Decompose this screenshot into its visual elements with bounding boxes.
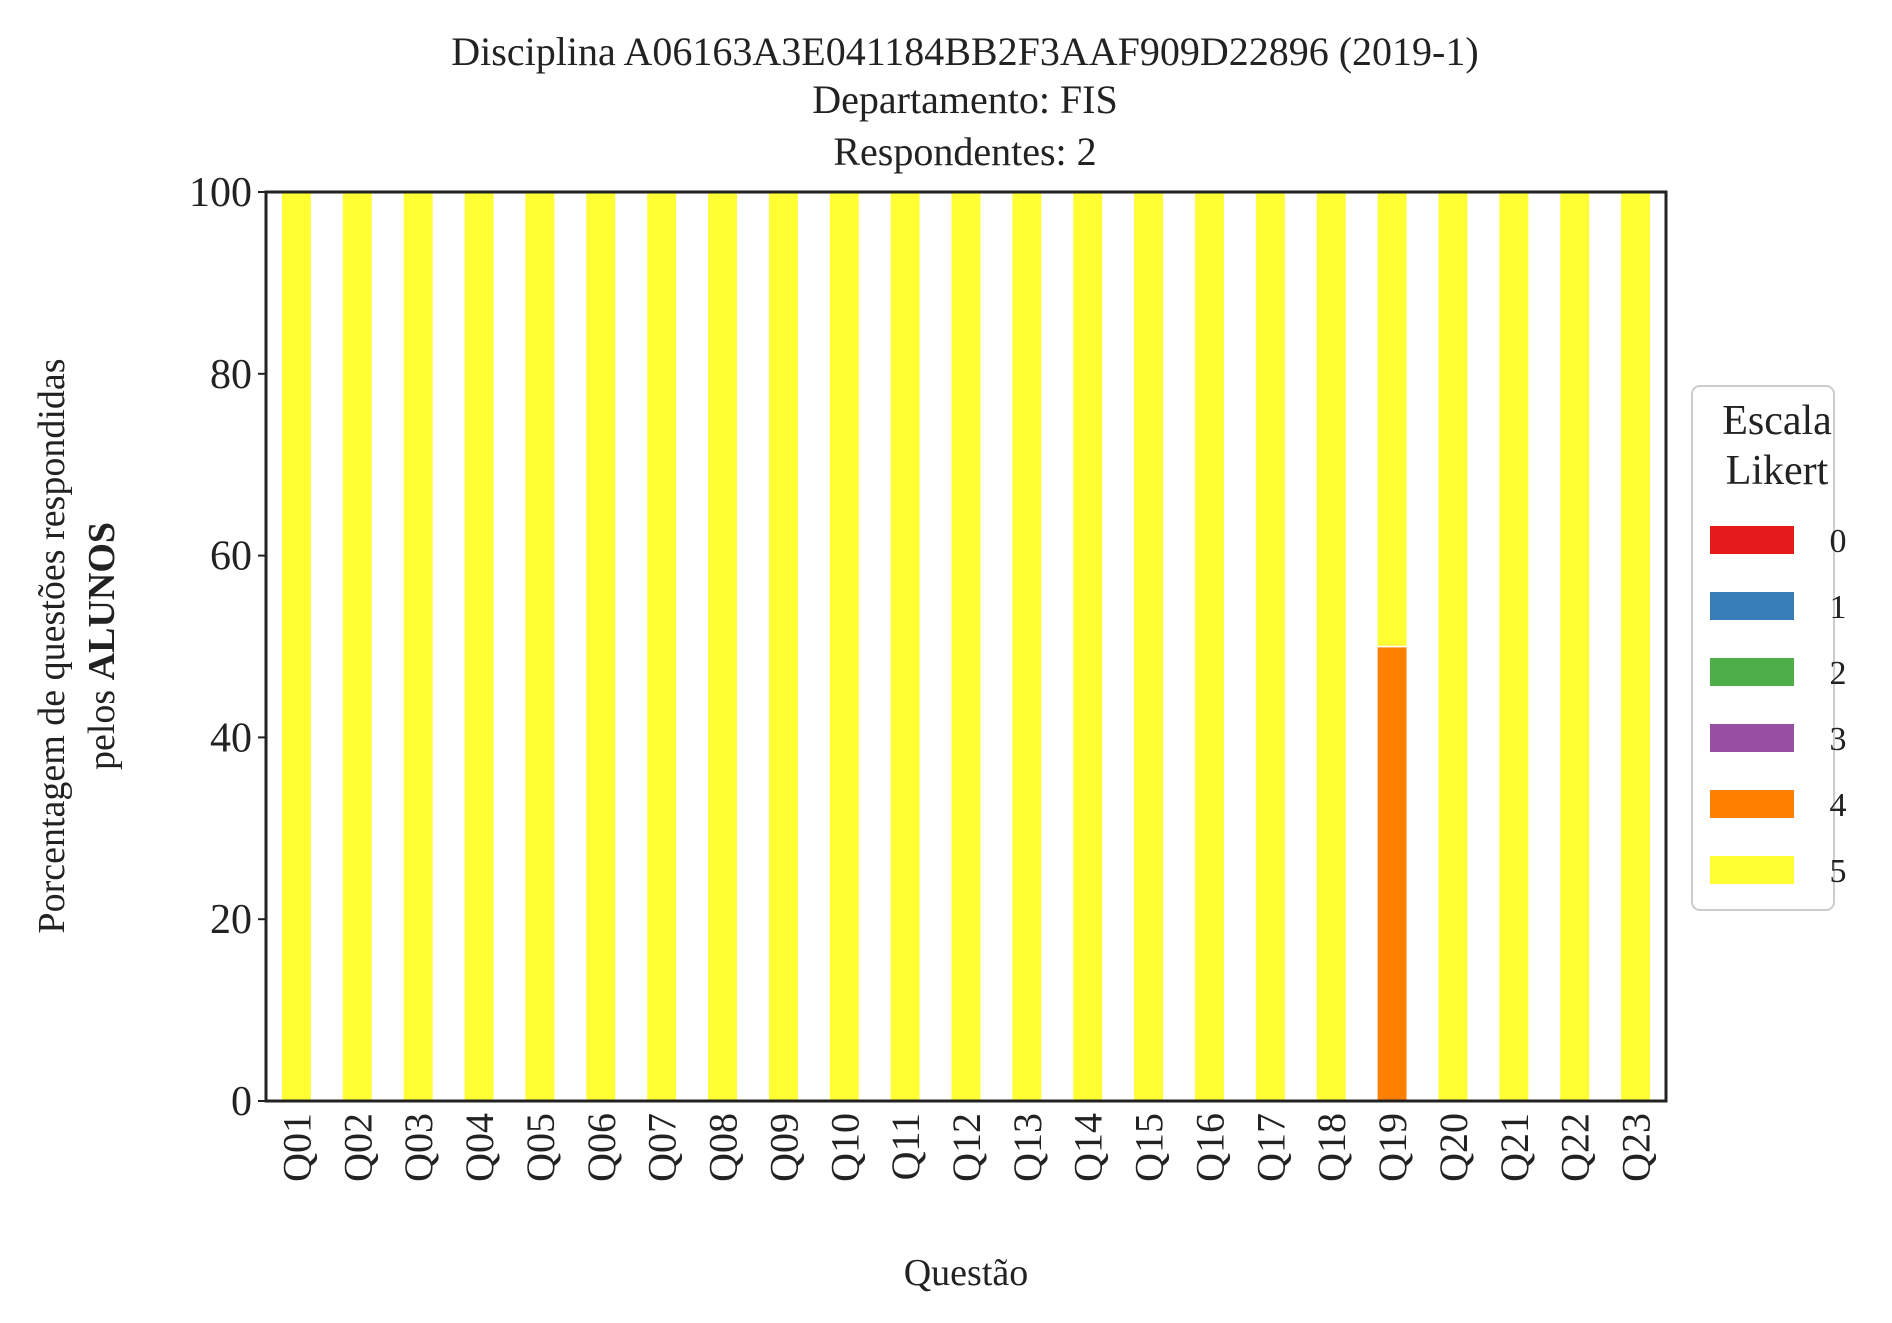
bar-q13-likert-5 xyxy=(1010,191,1043,1102)
legend-label-3: 3 xyxy=(1830,721,1847,758)
x-axis-title: Questão xyxy=(904,1252,1029,1294)
bar-q07-likert-5 xyxy=(645,191,678,1102)
chart-title-line-3: Respondentes: 2 xyxy=(833,129,1097,174)
x-tick-label-q07: Q07 xyxy=(640,1113,685,1182)
x-tick-label-q10: Q10 xyxy=(822,1113,867,1182)
bar-q23-likert-5 xyxy=(1619,191,1652,1102)
y-axis-ticks: 0 20 40 60 80 100 xyxy=(189,170,266,1125)
x-tick-label-q12: Q12 xyxy=(944,1113,989,1182)
bar-q22-likert-5 xyxy=(1558,191,1591,1102)
x-tick-label-q17: Q17 xyxy=(1248,1113,1293,1182)
legend-swatch-0 xyxy=(1710,526,1794,554)
legend-box xyxy=(1691,385,1835,911)
x-tick-label-q01: Q01 xyxy=(274,1113,319,1182)
bar-q12-likert-5 xyxy=(950,191,982,1102)
bars-group xyxy=(280,191,1652,1102)
x-tick-label-q22: Q22 xyxy=(1553,1113,1598,1182)
bar-q18-likert-5 xyxy=(1315,191,1348,1102)
x-tick-label-q15: Q15 xyxy=(1127,1113,1172,1182)
legend: Escala Likert 0 1 2 3 4 5 xyxy=(1691,385,1847,911)
legend-title-line-1: Escala xyxy=(1722,398,1832,444)
y-tick-label-20: 20 xyxy=(210,897,252,943)
x-tick-label-q09: Q09 xyxy=(761,1113,806,1182)
y-axis-title-line-1: Porcentagem de questões respondidas xyxy=(31,358,73,933)
y-tick-label-0: 0 xyxy=(231,1079,252,1125)
bar-q21-likert-5 xyxy=(1497,191,1530,1102)
x-tick-label-q11: Q11 xyxy=(883,1113,928,1180)
legend-swatch-3 xyxy=(1710,724,1794,752)
y-tick-label-80: 80 xyxy=(210,352,252,398)
bar-q15-likert-5 xyxy=(1132,191,1165,1102)
x-tick-label-q20: Q20 xyxy=(1431,1113,1476,1182)
bar-q14-likert-5 xyxy=(1071,191,1104,1102)
bar-q05-likert-5 xyxy=(523,191,556,1102)
x-tick-label-q06: Q06 xyxy=(579,1113,624,1182)
legend-items: 0 1 2 3 4 5 xyxy=(1710,523,1847,890)
bar-q11-likert-5 xyxy=(889,191,922,1102)
bar-q01-likert-5 xyxy=(280,191,313,1102)
y-axis-title-prefix: pelos xyxy=(81,680,123,770)
y-tick-label-60: 60 xyxy=(210,534,252,580)
x-tick-label-q03: Q03 xyxy=(396,1113,441,1182)
y-axis-title-bold: ALUNOS xyxy=(81,522,123,680)
legend-label-4: 4 xyxy=(1830,787,1847,824)
bar-q20-likert-5 xyxy=(1436,191,1469,1102)
legend-swatch-4 xyxy=(1710,790,1794,818)
x-tick-label-q05: Q05 xyxy=(518,1113,563,1182)
x-tick-label-q19: Q19 xyxy=(1370,1113,1415,1182)
bar-q19-likert-4 xyxy=(1376,645,1409,1102)
bar-q17-likert-5 xyxy=(1254,191,1287,1102)
bar-q09-likert-5 xyxy=(767,191,800,1102)
legend-label-0: 0 xyxy=(1830,523,1847,560)
y-axis-title: Porcentagem de questões respondidas pelo… xyxy=(31,358,123,933)
bar-q04-likert-5 xyxy=(463,191,496,1102)
legend-swatch-5 xyxy=(1710,856,1794,884)
x-tick-label-q18: Q18 xyxy=(1309,1113,1354,1182)
bar-q06-likert-5 xyxy=(584,191,617,1102)
x-tick-label-q02: Q02 xyxy=(335,1113,380,1182)
chart-title-line-2: Departamento: FIS xyxy=(812,77,1118,122)
x-tick-label-q21: Q21 xyxy=(1492,1113,1537,1182)
bar-q19-likert-5 xyxy=(1376,191,1409,648)
x-tick-label-q14: Q14 xyxy=(1066,1113,1111,1182)
x-tick-label-q13: Q13 xyxy=(1005,1113,1050,1182)
legend-label-5: 5 xyxy=(1830,853,1847,890)
y-axis-title-line-2: pelos ALUNOS xyxy=(81,522,123,770)
x-axis-ticks: Q01 Q02 Q03 Q04 Q05 Q06 Q07 Q08 Q09 Q10 Q11 Q12 Q13 Q… xyxy=(274,1113,1658,1182)
legend-label-2: 2 xyxy=(1830,655,1847,692)
bar-q16-likert-5 xyxy=(1193,191,1226,1102)
plot-frame xyxy=(264,190,1668,1103)
legend-swatch-1 xyxy=(1710,592,1794,620)
y-tick-label-40: 40 xyxy=(210,715,252,761)
x-tick-label-q23: Q23 xyxy=(1614,1113,1659,1182)
chart-title-line-1: Disciplina A06163A3E041184BB2F3AAF909D22… xyxy=(451,29,1479,74)
legend-title-line-2: Likert xyxy=(1726,448,1829,494)
legend-label-1: 1 xyxy=(1830,589,1847,626)
bar-q02-likert-5 xyxy=(341,191,374,1102)
bar-q03-likert-5 xyxy=(402,191,435,1102)
legend-swatch-2 xyxy=(1710,658,1794,686)
x-tick-label-q04: Q04 xyxy=(457,1113,502,1182)
y-tick-label-100: 100 xyxy=(189,170,252,216)
bar-q10-likert-5 xyxy=(828,191,861,1102)
bar-q08-likert-5 xyxy=(706,191,739,1102)
x-tick-label-q16: Q16 xyxy=(1187,1113,1232,1182)
x-tick-label-q08: Q08 xyxy=(701,1113,746,1182)
